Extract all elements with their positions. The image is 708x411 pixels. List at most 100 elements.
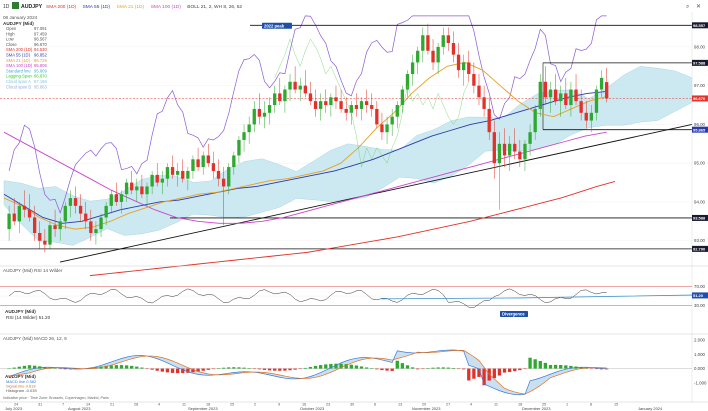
time-day-label: 20 — [422, 403, 426, 407]
macd-histogram-bar — [181, 368, 185, 374]
macd-histogram-bar — [160, 368, 164, 372]
candle-body — [17, 205, 21, 222]
macd-histogram-bar — [579, 367, 583, 369]
macd-panel: AUDJPY (Mid) MACD 26, 12, 9 AUDJPY (Mid)… — [0, 333, 708, 396]
macd-histogram-bar — [375, 368, 379, 370]
peak-annotation: 2022 peak — [262, 22, 292, 29]
indicator-legend-item[interactable]: SMA 100 (1D) — [151, 4, 182, 10]
macd-histogram-bar — [262, 368, 267, 370]
candle-body — [186, 170, 190, 179]
candle-body — [38, 232, 42, 241]
timeframe-label: 1D — [3, 4, 10, 10]
rsi-badge-label: 51.20 — [693, 293, 704, 298]
candle-body — [252, 108, 256, 125]
macd-histogram-bar — [140, 367, 144, 369]
macd-axis-label: -1.000 — [694, 380, 707, 385]
info-row-label: SMA 55 (1D) — [6, 53, 31, 58]
price-panel: 2022 peak — [0, 12, 693, 277]
ohlc-info-panel: 08 January 2024 AUDJPY (Mid) Open 97.091 H… — [3, 15, 47, 89]
macd-histogram-bar — [344, 364, 348, 369]
macd-histogram-bar — [589, 368, 594, 370]
macd-histogram-bar — [63, 368, 67, 370]
close-icon[interactable]: ✕ — [696, 4, 701, 10]
macd-histogram-bar — [135, 366, 139, 369]
candle-body — [298, 85, 302, 90]
macd-title: AUDJPY (Mid) MACD 26, 12, 9 — [3, 336, 67, 341]
macd-histogram-bar — [293, 368, 297, 370]
candle-body — [518, 151, 522, 160]
candle-body — [385, 124, 389, 133]
macd-histogram-bar — [523, 368, 527, 370]
macd-histogram-bar — [334, 363, 338, 369]
macd-histogram-bar — [410, 367, 415, 369]
indicator-legend-item[interactable]: SMA 55 (1D) — [83, 4, 111, 10]
price-badge-label: 98.557 — [693, 23, 706, 28]
candle-body — [73, 198, 78, 206]
candle-body — [395, 105, 399, 117]
info-row-label: Open — [6, 26, 17, 31]
candle-body — [7, 213, 11, 230]
time-month-label: January 2024 — [638, 406, 663, 411]
time-day-label: 13 — [398, 403, 402, 407]
indicator-legend-item[interactable]: SMA 21 (1D) — [117, 4, 145, 10]
candle-body — [130, 182, 134, 191]
macd-histogram-bar — [53, 368, 57, 369]
macd-histogram-bar — [242, 367, 246, 369]
price-badge: 92.790 — [692, 245, 708, 252]
bollinger-upper-line — [8, 15, 607, 214]
candle-body — [247, 124, 251, 133]
info-row-label: Lagging Span — [6, 74, 33, 79]
candle-body — [599, 77, 604, 90]
macd-histogram-bar — [594, 368, 599, 370]
candle-body — [89, 221, 93, 233]
indicator-legend-item[interactable]: BOLL 21, 2, WH 8, 26, 52 — [187, 4, 242, 10]
candle-body — [334, 97, 338, 102]
macd-histogram-bar — [257, 368, 262, 370]
macd-histogram-bar — [564, 365, 568, 369]
candle-body — [528, 132, 532, 144]
macd-histogram-bar — [543, 362, 548, 369]
candle-body — [405, 74, 410, 90]
price-axis: 98.00 97.00 96.00 95.00 94.00 93.00 98.557 97.5… — [691, 12, 708, 402]
time-day-label: 23 — [326, 403, 330, 407]
macd-histogram-bar — [155, 368, 159, 371]
price-badge-label: 95.865 — [693, 127, 706, 132]
candle-body — [390, 116, 394, 125]
macd-histogram-bar — [436, 367, 440, 369]
price-badge-label: 93.588 — [693, 216, 706, 221]
time-axis-footer: Indicative price · Time Zone: Brussels, … — [3, 396, 109, 400]
search-icon[interactable]: ⌕ — [686, 4, 689, 10]
macd-line — [8, 349, 607, 396]
candle-body — [303, 85, 307, 94]
candle-body — [227, 167, 231, 187]
candle-body — [288, 81, 292, 90]
macd-histogram-bar — [170, 368, 175, 373]
price-badge: 93.588 — [692, 214, 708, 221]
symbol-flag-icon[interactable] — [12, 2, 19, 9]
candle-body — [589, 112, 594, 121]
macd-histogram-bar — [313, 365, 318, 369]
macd-histogram-bar — [477, 368, 481, 377]
info-row-label: SMA 100 (1D) — [6, 63, 33, 68]
time-month-label: September 2023 — [188, 406, 218, 411]
macd-histogram-bar — [339, 363, 343, 369]
macd-histogram-bar — [553, 364, 558, 369]
candle-body — [487, 108, 491, 133]
macd-histogram-bar — [43, 367, 47, 369]
candle-body — [482, 97, 486, 109]
time-month-label: October 2023 — [300, 406, 325, 411]
rsi-value-label: RSI (14 Wilder) 51.20 — [6, 315, 51, 320]
candle-body — [58, 221, 62, 230]
info-row-value: 95.809 — [34, 68, 47, 73]
macd-histogram-bar — [267, 368, 272, 371]
price-tick-label: 95.00 — [694, 161, 706, 166]
time-day-label: 24 — [14, 403, 18, 407]
time-day-label: 4 — [158, 403, 160, 407]
candle-body — [114, 194, 119, 202]
indicator-legend-item[interactable]: SMA 200 (1D) — [46, 4, 77, 10]
time-day-label: 2 — [254, 403, 256, 407]
candle-body — [543, 81, 548, 98]
macd-legend-item: Signal line 0.618 — [6, 384, 36, 389]
divergence-label: Divergence — [502, 312, 525, 317]
info-row-label: Low — [6, 37, 15, 42]
